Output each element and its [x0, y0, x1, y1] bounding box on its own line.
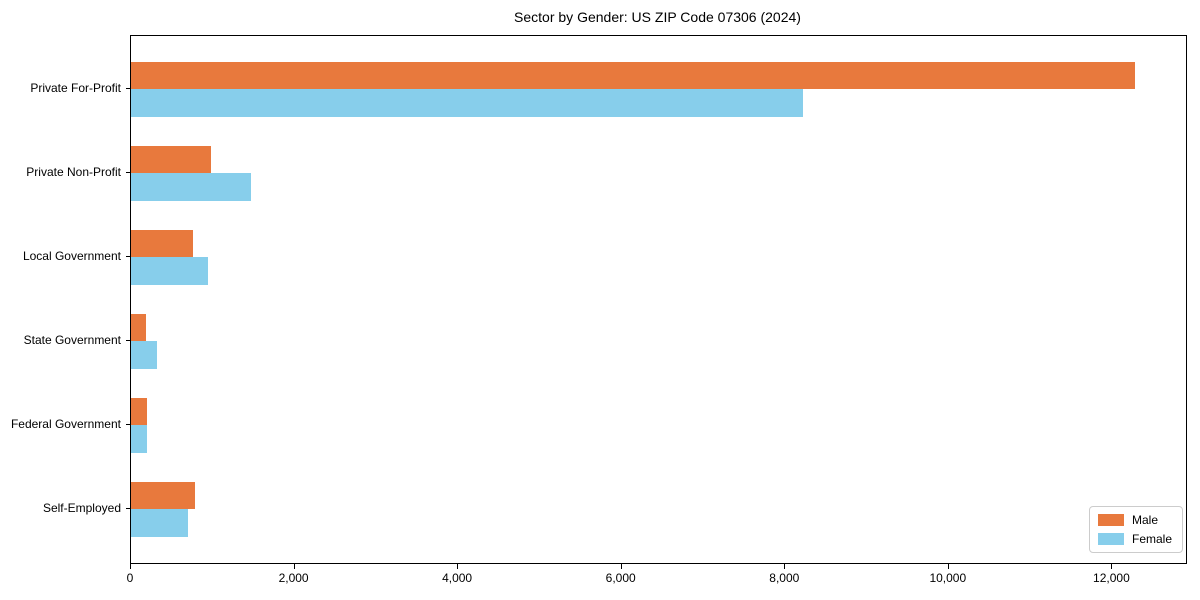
legend-row-male: Male: [1097, 513, 1172, 527]
y-tick-label-5: Self-Employed: [42, 501, 121, 515]
legend: Male Female: [1088, 506, 1183, 553]
legend-swatch-male: [1097, 514, 1124, 526]
legend-row-female: Female: [1097, 532, 1172, 546]
x-tick-mark-2: [457, 564, 459, 569]
x-tick-label-2: 4,000: [442, 571, 473, 585]
x-tick-label-5: 10,000: [929, 571, 967, 585]
bar-female-4: [131, 425, 147, 453]
bar-female-2: [131, 257, 208, 285]
y-tick-label-0: Private For-Profit: [30, 81, 121, 95]
y-tick-mark-2: [126, 256, 131, 257]
chart-title: Sector by Gender: US ZIP Code 07306 (202…: [514, 9, 801, 25]
y-tick-mark-0: [126, 88, 131, 89]
legend-label-male: Male: [1131, 513, 1158, 527]
bar-female-3: [131, 341, 158, 369]
x-tick-mark-6: [1111, 564, 1113, 569]
legend-swatch-female: [1097, 533, 1124, 545]
x-tick-mark-3: [620, 564, 622, 569]
y-tick-label-1: Private Non-Profit: [26, 165, 121, 179]
y-tick-mark-3: [126, 340, 131, 341]
x-tick-label-4: 8,000: [769, 571, 800, 585]
x-tick-label-1: 2,000: [278, 571, 309, 585]
bar-male-2: [131, 229, 194, 257]
x-tick-mark-1: [293, 564, 295, 569]
x-tick-mark-5: [947, 564, 949, 569]
x-tick-label-3: 6,000: [605, 571, 636, 585]
x-tick-label-0: 0: [126, 571, 134, 585]
x-tick-mark-0: [130, 564, 131, 569]
y-tick-label-2: Local Government: [22, 249, 121, 263]
bar-female-0: [131, 89, 804, 117]
bar-male-4: [131, 397, 148, 425]
bar-female-5: [131, 509, 189, 537]
bar-female-1: [131, 173, 251, 201]
bar-male-0: [131, 61, 1136, 89]
y-tick-label-3: State Government: [23, 333, 121, 347]
bar-male-3: [131, 313, 146, 341]
bar-male-1: [131, 145, 212, 173]
y-tick-mark-4: [126, 424, 131, 425]
x-tick-label-6: 12,000: [1093, 571, 1130, 585]
y-tick-label-4: Federal Government: [10, 417, 121, 431]
bar-male-5: [131, 481, 195, 509]
legend-label-female: Female: [1131, 532, 1172, 546]
plot-area: Male Female: [130, 35, 1187, 564]
y-tick-mark-5: [126, 508, 131, 509]
x-tick-mark-4: [784, 564, 786, 569]
y-tick-mark-1: [126, 172, 131, 173]
